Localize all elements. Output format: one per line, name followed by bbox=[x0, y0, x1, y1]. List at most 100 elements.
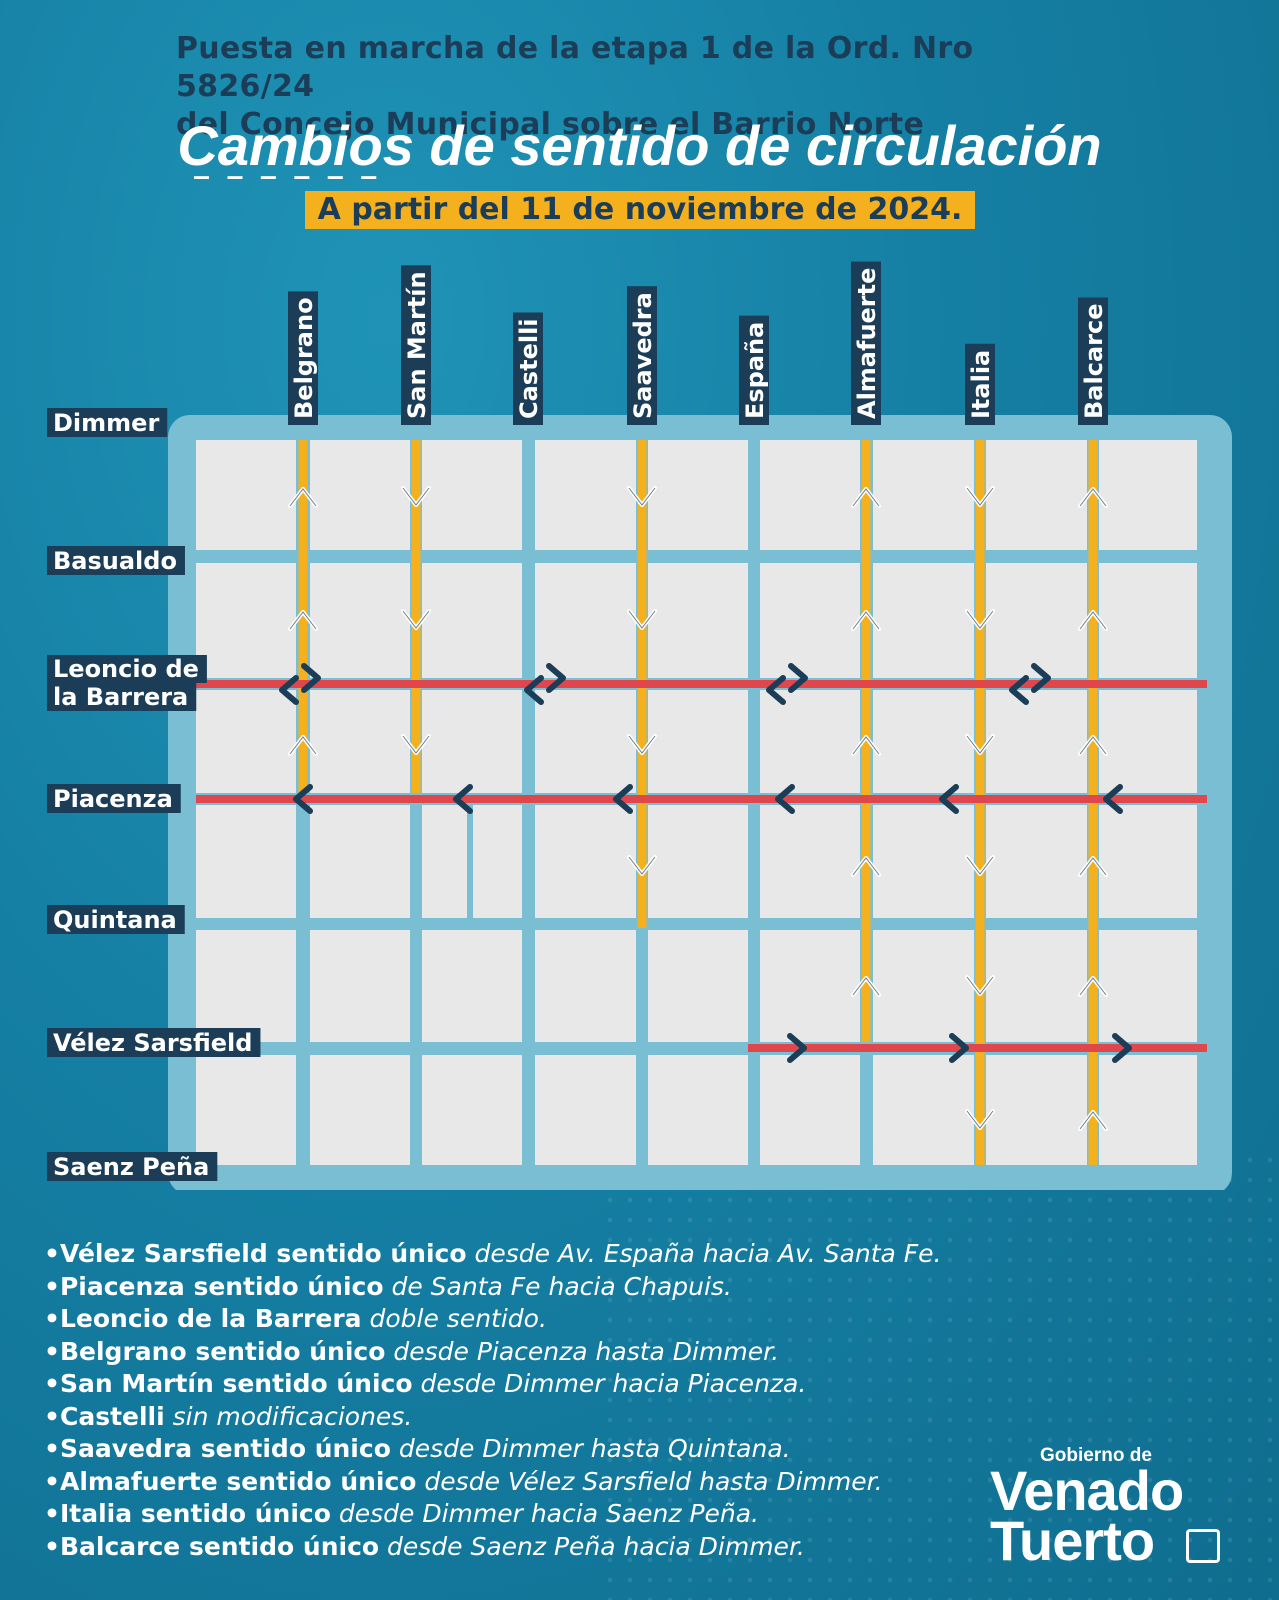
city-block bbox=[873, 690, 974, 793]
vertical-street-name: Belgrano bbox=[290, 297, 318, 419]
horizontal-label-bg bbox=[47, 408, 168, 437]
arrow-outline bbox=[966, 735, 994, 754]
note-item: •Italia sentido único desde Dimmer hacia… bbox=[44, 1498, 1004, 1531]
horizontal-street-label: Dimmer bbox=[47, 408, 168, 437]
arrow-outline bbox=[1079, 977, 1107, 996]
horizontal-label-bg bbox=[47, 905, 185, 934]
note-street: •Italia sentido único bbox=[44, 1499, 331, 1528]
heading-line-2-text: del Concejo Municipal sobre el Barrio No… bbox=[176, 107, 925, 142]
arrow-right-icon bbox=[301, 663, 321, 693]
horizontal-street-name: Saenz Peña bbox=[53, 1153, 209, 1181]
emblem-icon bbox=[1186, 1529, 1220, 1563]
arrow-outline bbox=[402, 610, 430, 629]
city-block bbox=[310, 690, 410, 793]
horizontal-street-name: Basualdo bbox=[53, 547, 177, 575]
arrow-left-icon bbox=[453, 784, 473, 814]
vertical-label-bg bbox=[739, 315, 769, 425]
city-block bbox=[648, 440, 748, 550]
logo-word-1: Venado bbox=[990, 1459, 1184, 1522]
horizontal-street-name: Dimmer bbox=[53, 409, 159, 437]
note-item: •San Martín sentido único desde Dimmer h… bbox=[44, 1368, 1004, 1401]
arrow-right-icon bbox=[1031, 663, 1051, 693]
note-item: •Leoncio de la Barrera doble sentido. bbox=[44, 1303, 1004, 1336]
horizontal-label-bg bbox=[47, 784, 181, 813]
vertical-label-bg bbox=[288, 291, 318, 425]
vertical-street-name: Saavedra bbox=[629, 292, 657, 419]
city-block bbox=[310, 805, 410, 918]
vertical-street-name: España bbox=[741, 322, 769, 419]
note-detail: desde Dimmer hasta Quintana. bbox=[390, 1434, 791, 1463]
horizontal-arrows bbox=[279, 663, 1132, 1063]
arrow-outline bbox=[628, 487, 656, 506]
note-item: •Piacenza sentido único de Santa Fe haci… bbox=[44, 1271, 1004, 1304]
note-street: •Piacenza sentido único bbox=[44, 1271, 384, 1301]
note-item: •Castelli sin modificaciones. bbox=[44, 1401, 1004, 1434]
arrow-outline bbox=[1079, 488, 1107, 507]
horizontal-street-label: Basualdo bbox=[47, 546, 185, 575]
note-street: •Almafuerte sentido único bbox=[44, 1466, 417, 1496]
vertical-street-label: Almafuerte bbox=[851, 261, 881, 425]
horizontal-street-label: Vélez Sarsfield bbox=[47, 1028, 261, 1057]
arrow-right-icon bbox=[787, 1033, 807, 1063]
note-street: •Balcarce sentido único bbox=[44, 1531, 380, 1561]
horizontal-street-label: Piacenza bbox=[47, 784, 181, 813]
logo-word-2: Tuerto bbox=[990, 1509, 1155, 1572]
note-detail: desde Saenz Peña hacia Dimmer. bbox=[379, 1531, 805, 1561]
city-block bbox=[760, 1055, 860, 1165]
city-block bbox=[1099, 440, 1197, 550]
vertical-street-name: Castelli bbox=[515, 318, 543, 419]
heading-line-2: del Concejo Municipal sobre el Barrio No… bbox=[176, 106, 1116, 182]
city-block bbox=[422, 930, 522, 1042]
change-notes-list: •Vélez Sarsfield sentido único desde Av.… bbox=[44, 1238, 1004, 1563]
horizontal-label-bg bbox=[47, 683, 197, 711]
note-item: •Vélez Sarsfield sentido único desde Av.… bbox=[44, 1238, 1004, 1271]
note-street: •Castelli bbox=[44, 1401, 165, 1431]
city-block bbox=[310, 563, 410, 678]
horizontal-street-label: Quintana bbox=[47, 905, 185, 934]
arrow-outline bbox=[966, 487, 994, 506]
note-detail: desde Vélez Sarsfield hasta Dimmer. bbox=[416, 1466, 883, 1496]
city-block bbox=[310, 930, 410, 1042]
vertical-street-label: Saavedra bbox=[627, 286, 657, 425]
arrow-outline bbox=[852, 977, 880, 996]
arrow-outline bbox=[966, 610, 994, 629]
gobierno-logo: Gobierno de Venado Tuerto bbox=[990, 1445, 1250, 1571]
arrow-outline bbox=[1079, 611, 1107, 630]
horizontal-street-name: Leoncio de bbox=[53, 655, 199, 683]
city-blocks bbox=[196, 440, 1197, 1165]
note-detail: desde Dimmer hacia Piacenza. bbox=[412, 1369, 807, 1398]
arrow-outline bbox=[628, 735, 656, 754]
heading-dashes: _ _ _ _ _ _ bbox=[194, 145, 381, 180]
city-block bbox=[648, 563, 748, 678]
city-block bbox=[196, 805, 296, 918]
arrow-outline bbox=[289, 488, 317, 507]
city-block bbox=[535, 1055, 636, 1165]
vertical-label-bg bbox=[513, 312, 543, 425]
note-street: •San Martín sentido único bbox=[44, 1369, 413, 1398]
arrow-outline bbox=[289, 736, 317, 755]
city-block bbox=[422, 440, 522, 550]
arrow-outline bbox=[628, 856, 656, 875]
arrow-outline bbox=[852, 611, 880, 630]
city-block bbox=[535, 440, 636, 550]
city-block bbox=[760, 563, 860, 678]
vertical-label-bg bbox=[851, 261, 881, 425]
note-detail: sin modificaciones. bbox=[164, 1401, 413, 1431]
city-block bbox=[422, 690, 522, 793]
vertical-street-name: Almafuerte bbox=[853, 268, 881, 419]
city-block bbox=[535, 690, 636, 793]
city-block bbox=[873, 1055, 974, 1165]
alley bbox=[467, 805, 473, 918]
note-detail: desde Dimmer hacia Saenz Peña. bbox=[330, 1499, 760, 1528]
city-block bbox=[986, 805, 1087, 918]
horizontal-label-bg bbox=[47, 1152, 218, 1181]
city-block bbox=[422, 1055, 522, 1165]
decorative-dot-pattern bbox=[600, 1150, 1279, 1600]
horizontal-street-name: la Barrera bbox=[53, 683, 188, 711]
heading-line-1: Puesta en marcha de la etapa 1 de la Ord… bbox=[176, 31, 974, 104]
vertical-street-label: San Martín bbox=[401, 265, 431, 425]
city-block bbox=[873, 805, 974, 918]
vertical-street-label: Belgrano bbox=[288, 291, 318, 425]
